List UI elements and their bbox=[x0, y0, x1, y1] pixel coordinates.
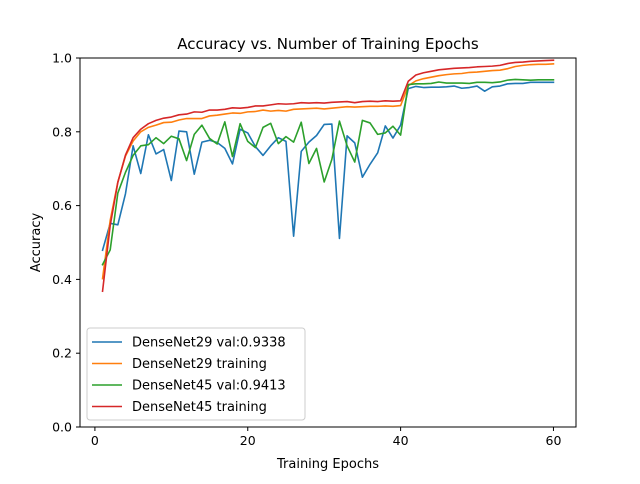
legend-box bbox=[86, 327, 306, 421]
x-tick-label: 60 bbox=[546, 433, 562, 448]
chart-title: Accuracy vs. Number of Training Epochs bbox=[177, 35, 479, 53]
x-tick-label: 40 bbox=[393, 433, 409, 448]
series-line-4 bbox=[101, 59, 555, 293]
y-tick-label: 0.4 bbox=[52, 272, 72, 287]
series-line-1 bbox=[101, 81, 555, 252]
y-tick-label: 0.8 bbox=[52, 124, 72, 139]
legend: DenseNet29 val:0.9338 DenseNet29 training… bbox=[86, 327, 306, 421]
plot-frame bbox=[79, 57, 577, 428]
legend-label-4: DenseNet45 training bbox=[132, 400, 267, 415]
ticks-layer: 0 20 40 60 0.0 0.2 0.4 0.6 0.8 1.0 bbox=[52, 51, 561, 449]
series-line-3 bbox=[101, 78, 555, 266]
y-tick-label: 0.0 bbox=[52, 420, 72, 435]
x-tick-label: 20 bbox=[240, 433, 256, 448]
x-tick-label: 0 bbox=[91, 433, 99, 448]
y-axis-label: Accuracy bbox=[29, 213, 44, 273]
series-layer bbox=[101, 59, 555, 293]
legend-label-2: DenseNet29 training bbox=[132, 357, 267, 372]
legend-entries: DenseNet29 val:0.9338 DenseNet29 training… bbox=[92, 336, 286, 415]
series-line-2 bbox=[101, 63, 555, 280]
y-tick-label: 0.2 bbox=[52, 346, 72, 361]
y-tick-label: 1.0 bbox=[52, 51, 72, 66]
x-axis-label: Training Epochs bbox=[276, 457, 379, 472]
legend-label-1: DenseNet29 val:0.9338 bbox=[132, 336, 286, 351]
y-tick-label: 0.6 bbox=[52, 198, 72, 213]
legend-label-3: DenseNet45 val:0.9413 bbox=[132, 379, 286, 394]
